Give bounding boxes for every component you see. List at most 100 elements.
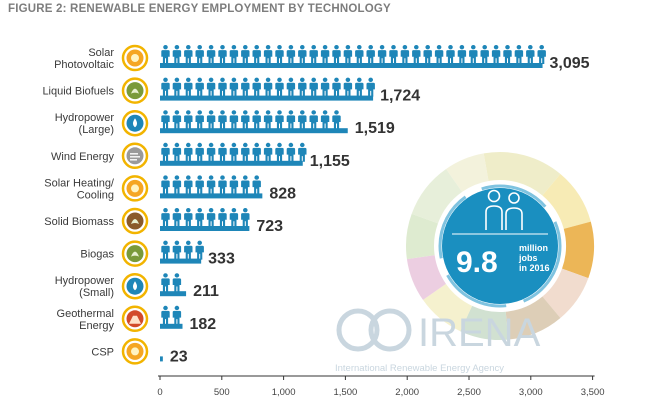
person-icon [172,110,182,130]
person-icon [218,142,227,162]
category-label: Solar Heating/ [44,177,115,189]
person-icon [537,45,546,64]
bar-row: Solid Biomass 723 [44,207,283,235]
person-icon [161,305,170,325]
bar [160,193,263,199]
ring-segment [542,268,589,319]
sun-core [131,184,139,193]
person-icon [229,77,239,97]
person-icon [480,45,489,64]
person-icon [206,45,216,64]
volcano-shape [129,315,141,324]
tick-label: 0 [157,387,162,398]
category-label: Biogas [80,249,114,261]
person-icon [423,45,432,64]
bar [160,323,183,329]
person-icon [275,77,284,97]
leaf-shape [131,88,139,94]
person-icon [286,45,296,64]
person-icon [377,45,387,64]
person-icon [263,110,273,130]
sun-icon [121,338,149,365]
sun-core [131,347,139,356]
bar-row: Hydropower(Small) 211 [55,272,219,300]
category-label: Cooling [77,189,114,201]
tick-label: 1,000 [272,387,296,398]
bar-row: Biogas 333 [80,240,235,268]
person-icon [195,77,204,97]
icon-fill [126,147,144,165]
wind-lines [130,153,140,161]
person-icon [206,175,216,195]
person-icon [206,142,216,162]
tick-label: 2,000 [395,387,419,398]
person-icon [184,142,193,162]
person-icon [184,175,193,195]
person-icon [412,45,421,64]
badge-line3: in 2016 [519,263,550,273]
person-icon [252,77,261,97]
drop-shape [133,118,137,128]
badge-line1: million [519,243,548,253]
ring-segment [411,168,463,224]
person-icon [434,45,444,64]
person-icon [229,142,239,162]
logo-subtitle: International Renewable Energy Agency [335,363,504,374]
person-icon [241,77,250,97]
person-icon [389,45,398,64]
person-icon [298,142,307,162]
value-label: 1,519 [355,120,395,137]
value-label: 23 [170,348,188,365]
leaf-shape [131,251,139,257]
irena-logo: IRENA International Renewable Energy Agen… [335,308,541,374]
category-label: (Large) [79,124,114,136]
bar-row: CSP 23 [91,338,188,365]
category-label: Liquid Biofuels [42,86,114,98]
tick-label: 2,500 [457,387,481,398]
leaf-shape [131,219,139,224]
person-icon [355,77,364,97]
person-icon [320,45,330,64]
person-icon [446,45,455,64]
person-icon [172,142,182,162]
person-icon [161,110,170,130]
person-icon [172,175,182,195]
person-icon [161,45,170,64]
people-glyphs [161,175,261,195]
person-icon [400,45,410,64]
person-icon [229,110,239,130]
person-icon [206,110,216,130]
person-icon [457,45,467,64]
person-icon [195,142,204,162]
person-icon [366,45,375,64]
person-icon [366,77,375,97]
person-icon [206,77,216,97]
inner-ring [438,184,562,308]
value-label: 3,095 [550,55,590,72]
person-icon [195,208,204,227]
person-icon [252,45,261,64]
bar-row: Hydropower(Large) 1,519 [55,109,395,137]
person-icon [241,208,250,227]
bar [160,226,250,231]
ring-segment [460,305,509,340]
person-icon [172,45,182,64]
person-icon [320,77,330,97]
tick-label: 500 [214,387,230,398]
person-icon [161,273,170,293]
person-icon [263,45,273,64]
value-label: 1,724 [380,88,420,105]
tick-label: 1,500 [334,387,358,398]
drop-shape [133,281,137,291]
ring-segment [422,283,473,332]
people-glyphs [161,240,204,260]
person-icon [263,77,273,97]
person-icon [332,45,341,64]
person-icon [195,45,204,64]
people-glyphs [161,208,250,227]
person-icon [218,45,227,64]
sun-icon [121,175,149,202]
person-icon [332,77,341,97]
